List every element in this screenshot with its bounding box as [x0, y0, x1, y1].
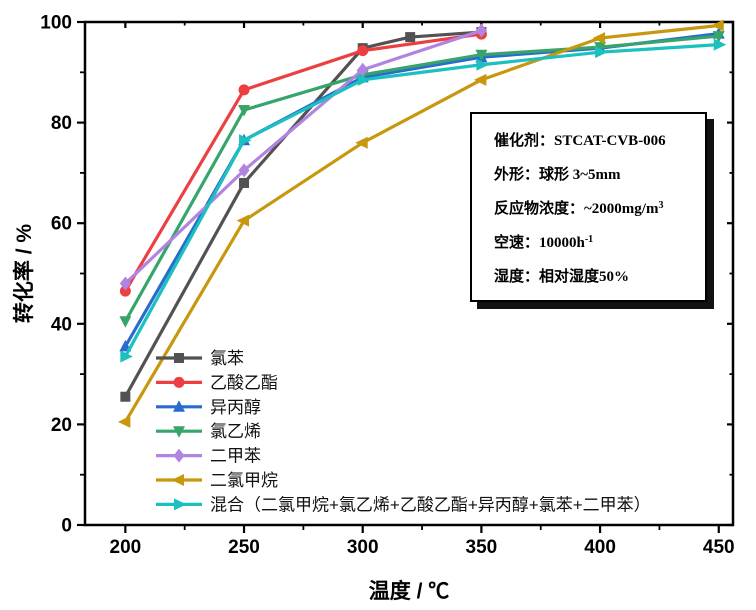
y-tick-label: 0 [61, 516, 72, 537]
legend-marker-voc-mixture [174, 498, 187, 511]
series-marker-vinyl-chloride [119, 316, 132, 328]
legend-label-dichloromethane: 二氯甲烷 [210, 471, 278, 490]
legend-marker-ethyl-acetate [173, 376, 185, 388]
series-line-vinyl-chloride [123, 34, 721, 323]
series-marker-xylene [238, 163, 250, 178]
series-marker-dichloromethane [117, 415, 131, 428]
x-tick-label: 300 [347, 537, 379, 558]
series-marker-chlorobenzene [405, 32, 416, 43]
series-marker-xylene [475, 23, 487, 38]
y-tick-label: 60 [51, 214, 72, 235]
series-line-ethyl-acetate [123, 32, 483, 293]
series-marker-voc-mixture [595, 46, 608, 59]
info-line-shape: 外形：球形 3~5mm [494, 156, 699, 190]
legend-marker-vinyl-chloride [173, 426, 185, 438]
series-marker-chlorobenzene [120, 391, 131, 402]
series-marker-dichloromethane [711, 19, 724, 32]
legend-label-vinyl-chloride: 氯乙烯 [210, 422, 261, 441]
y-tick-label: 40 [51, 314, 72, 335]
info-line-shape-text: 外形：球形 3~5mm [494, 166, 621, 183]
info-line-concentration: 反应物浓度：~2000mg/m 3 [494, 190, 699, 224]
series-marker-voc-mixture [239, 134, 252, 147]
series-line-xylene [123, 28, 483, 286]
info-line-humidity: 湿度：相对湿度50% [494, 258, 699, 292]
info-line-concentration-text: 反应物浓度：~2000mg/m [494, 200, 659, 217]
legend-label-ethyl-acetate: 乙酸乙酯 [210, 373, 278, 392]
series-marker-vinyl-chloride [594, 42, 607, 54]
legend-marker-xylene [173, 448, 185, 463]
series-line-voc-mixture [123, 43, 721, 359]
series-marker-dichloromethane [592, 32, 606, 45]
series-marker-chlorobenzene [239, 177, 250, 188]
series-marker-vinyl-chloride [238, 105, 251, 117]
legend-label-isopropanol: 异丙醇 [210, 398, 261, 417]
legend-marker-isopropanol [173, 400, 185, 412]
x-tick-label: 250 [228, 537, 260, 558]
series-marker-voc-mixture [476, 58, 489, 71]
series-line-chlorobenzene [123, 30, 483, 399]
series-marker-vinyl-chloride [475, 49, 488, 62]
series-marker-xylene [357, 62, 369, 77]
series-marker-ethyl-acetate [119, 285, 131, 297]
info-line-catalyst: 催化剂：STCAT-CVB-006 [494, 122, 699, 156]
legend-label-xylene: 二甲苯 [210, 447, 261, 466]
series-marker-voc-mixture [357, 73, 371, 86]
legend-label-chlorobenzene: 氯苯 [210, 349, 244, 368]
y-axis-title: 转化率 / % [13, 223, 36, 324]
series-marker-vinyl-chloride [712, 31, 725, 43]
y-tick-label: 80 [51, 113, 72, 134]
legend-marker-chlorobenzene [174, 353, 184, 363]
y-tick-label: 20 [51, 415, 72, 436]
series-marker-dichloromethane [473, 73, 487, 86]
legend-label-voc-mixture: 混合（二氯甲烷+氯乙烯+乙酸乙酯+异丙醇+氯苯+二甲苯） [210, 495, 651, 514]
series-marker-voc-mixture [713, 38, 727, 51]
series-marker-dichloromethane [236, 214, 250, 227]
info-line-space-velocity-text: 空速：10000h [494, 234, 585, 251]
series-marker-voc-mixture [120, 350, 133, 363]
x-axis-title: 温度 / ℃ [368, 580, 450, 603]
x-tick-label: 400 [584, 537, 616, 558]
x-tick-label: 200 [110, 537, 142, 558]
series-marker-dichloromethane [355, 136, 368, 149]
series-marker-ethyl-acetate [357, 45, 369, 57]
info-line-catalyst-text: 催化剂：STCAT-CVB-006 [494, 132, 666, 149]
info-line-space-velocity-sup: -1 [584, 233, 594, 245]
info-line-humidity-text: 湿度：相对湿度50% [494, 268, 630, 285]
series-marker-xylene [119, 276, 131, 291]
legend-marker-dichloromethane [171, 474, 184, 486]
y-tick-label: 100 [40, 13, 72, 34]
series-marker-ethyl-acetate [238, 84, 250, 96]
info-line-concentration-sup: 3 [658, 199, 664, 211]
x-tick-label: 350 [466, 537, 498, 558]
x-tick-label: 450 [703, 537, 735, 558]
series-line-dichloromethane [123, 23, 721, 424]
info-line-space-velocity: 空速：10000h -1 [494, 224, 699, 258]
experiment-conditions-box: 催化剂：STCAT-CVB-006 外形：球形 3~5mm 反应物浓度：~200… [470, 112, 707, 302]
